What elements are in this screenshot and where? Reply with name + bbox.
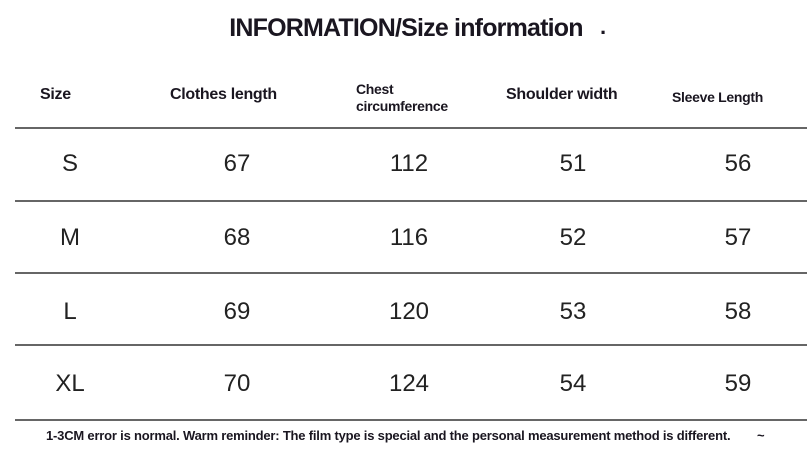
header-size: Size <box>40 86 71 103</box>
cell-sleeve: 58 <box>724 298 752 325</box>
title-mark: · <box>600 20 608 45</box>
cell-shoulder: 52 <box>559 224 587 251</box>
cell-size: S <box>61 150 78 177</box>
cell-clothes-length: 69 <box>223 298 251 325</box>
header-chest-line1: Chest <box>356 81 394 97</box>
page-title: INFORMATION/Size information <box>229 14 583 42</box>
cell-sleeve: 57 <box>724 224 752 251</box>
cell-clothes-length: 70 <box>223 370 251 397</box>
note-mark: ~ <box>757 428 765 443</box>
cell-shoulder: 51 <box>559 150 587 177</box>
cell-chest: 120 <box>388 298 430 325</box>
cell-shoulder: 53 <box>559 298 587 325</box>
cell-sleeve: 59 <box>724 370 752 397</box>
cell-shoulder: 54 <box>559 370 587 397</box>
divider <box>15 344 807 346</box>
cell-sleeve: 56 <box>724 150 752 177</box>
cell-chest: 124 <box>388 370 430 397</box>
divider <box>15 419 807 421</box>
header-clothes-length: Clothes length <box>170 86 277 103</box>
divider <box>15 200 807 202</box>
cell-size: M <box>60 224 80 251</box>
cell-size: L <box>63 298 77 325</box>
header-chest-line2: circumference <box>356 98 448 114</box>
cell-chest: 112 <box>389 150 429 177</box>
divider <box>15 127 807 129</box>
cell-clothes-length: 67 <box>223 150 251 177</box>
cell-size: XL <box>55 370 85 397</box>
header-sleeve-length: Sleeve Length <box>672 89 764 105</box>
measurement-note: 1-3CM error is normal. Warm reminder: Th… <box>46 428 731 443</box>
divider <box>15 272 807 274</box>
header-chest-circumference: Chest circumference <box>356 81 448 115</box>
cell-clothes-length: 68 <box>223 224 251 251</box>
header-shoulder-width: Shoulder width <box>506 86 618 103</box>
cell-chest: 116 <box>389 224 429 251</box>
